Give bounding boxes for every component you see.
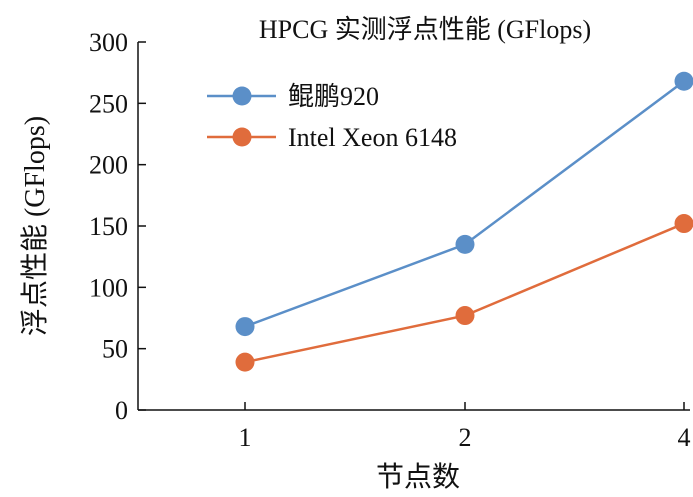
chart-title: HPCG 实测浮点性能 (GFlops)	[259, 15, 591, 44]
y-tick-label: 50	[102, 335, 128, 364]
data-point	[455, 306, 475, 326]
legend-marker	[232, 127, 252, 147]
x-tick-label: 4	[678, 423, 691, 452]
legend-label: 鲲鹏920	[288, 82, 379, 111]
legend-label: Intel Xeon 6148	[288, 123, 457, 152]
data-point	[235, 352, 255, 372]
x-axis-ticks: 1 2 4	[239, 402, 691, 452]
y-axis-ticks: 0 50 100 150 200 250 300	[89, 28, 146, 425]
y-axis-label: 浮点性能 (GFlops)	[19, 116, 51, 336]
y-tick-label: 150	[89, 212, 128, 241]
y-tick-label: 250	[89, 89, 128, 118]
y-tick-label: 300	[89, 28, 128, 57]
series-points	[235, 71, 693, 372]
data-point	[235, 317, 255, 337]
y-tick-label: 0	[115, 396, 128, 425]
x-tick-label: 1	[239, 423, 252, 452]
data-point	[674, 71, 693, 91]
data-point	[455, 234, 475, 254]
x-tick-label: 2	[459, 423, 472, 452]
data-point	[674, 214, 693, 234]
series-line-0	[244, 80, 685, 328]
legend: 鲲鹏920 Intel Xeon 6148	[207, 82, 457, 152]
legend-marker	[232, 86, 252, 106]
y-tick-label: 200	[89, 151, 128, 180]
x-axis-label: 节点数	[376, 461, 460, 493]
y-tick-label: 100	[89, 273, 128, 302]
